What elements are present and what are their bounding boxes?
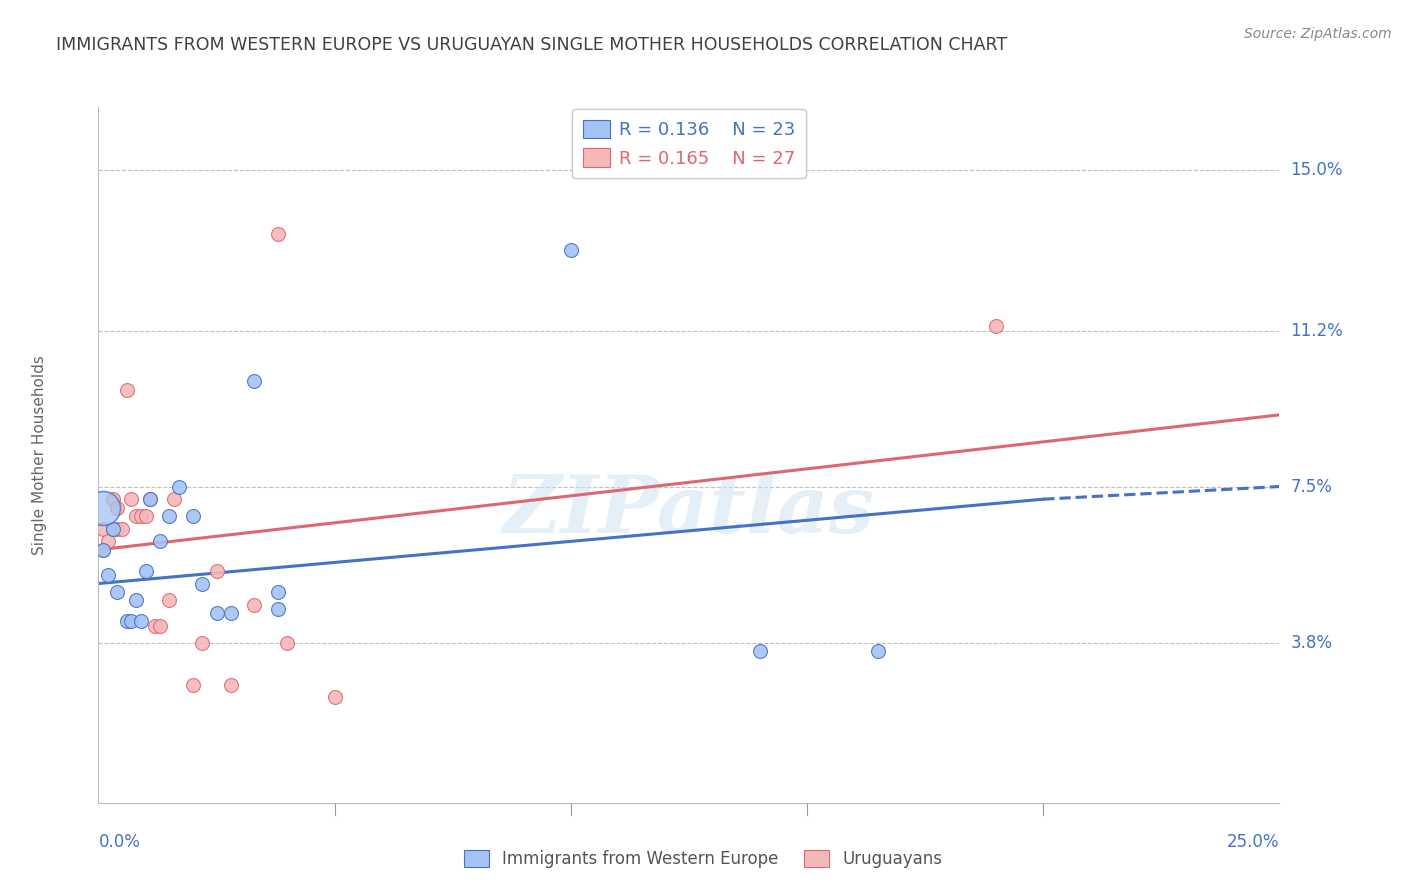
Point — [157, 593, 180, 607]
Point — [205, 564, 228, 578]
Point — [267, 227, 290, 241]
Point — [105, 522, 128, 536]
Point — [135, 509, 157, 524]
Point — [91, 542, 114, 557]
Point — [560, 244, 582, 258]
Point — [866, 644, 889, 658]
Point — [323, 690, 346, 705]
Point — [129, 509, 152, 524]
Point — [135, 564, 157, 578]
Point — [191, 635, 214, 649]
Point — [105, 500, 128, 515]
Point — [121, 492, 143, 507]
Text: ZIPatlas: ZIPatlas — [503, 472, 875, 549]
Legend: R = 0.136    N = 23, R = 0.165    N = 27: R = 0.136 N = 23, R = 0.165 N = 27 — [572, 109, 806, 178]
Text: 7.5%: 7.5% — [1291, 477, 1333, 496]
Point — [97, 534, 120, 549]
Text: 25.0%: 25.0% — [1227, 833, 1279, 851]
Point — [219, 606, 242, 620]
Point — [115, 383, 138, 397]
Point — [167, 479, 190, 493]
Point — [91, 542, 114, 557]
Point — [267, 585, 290, 599]
Point — [97, 568, 120, 582]
Point — [276, 635, 298, 649]
Text: Source: ZipAtlas.com: Source: ZipAtlas.com — [1244, 27, 1392, 41]
Point — [181, 678, 204, 692]
Point — [101, 522, 124, 536]
Text: 3.8%: 3.8% — [1291, 633, 1333, 651]
Text: 0.0%: 0.0% — [98, 833, 141, 851]
Point — [267, 602, 290, 616]
Point — [205, 606, 228, 620]
Point — [115, 615, 138, 629]
Point — [157, 509, 180, 524]
Point — [163, 492, 186, 507]
Point — [143, 618, 166, 632]
Point — [91, 522, 114, 536]
Point — [243, 598, 266, 612]
Point — [984, 319, 1007, 334]
Point — [181, 509, 204, 524]
Point — [139, 492, 162, 507]
Point — [149, 534, 172, 549]
Point — [111, 522, 134, 536]
Point — [125, 593, 148, 607]
Point — [101, 522, 124, 536]
Point — [243, 374, 266, 388]
Text: IMMIGRANTS FROM WESTERN EUROPE VS URUGUAYAN SINGLE MOTHER HOUSEHOLDS CORRELATION: IMMIGRANTS FROM WESTERN EUROPE VS URUGUA… — [56, 36, 1007, 54]
Text: 15.0%: 15.0% — [1291, 161, 1343, 179]
Point — [129, 615, 152, 629]
Point — [125, 509, 148, 524]
Legend: Immigrants from Western Europe, Uruguayans: Immigrants from Western Europe, Uruguaya… — [457, 843, 949, 875]
Point — [139, 492, 162, 507]
Text: Single Mother Households: Single Mother Households — [32, 355, 46, 555]
Point — [748, 644, 770, 658]
Point — [91, 500, 114, 515]
Point — [219, 678, 242, 692]
Text: 11.2%: 11.2% — [1291, 321, 1343, 340]
Point — [191, 576, 214, 591]
Point — [149, 618, 172, 632]
Point — [105, 585, 128, 599]
Point — [121, 615, 143, 629]
Point — [101, 492, 124, 507]
